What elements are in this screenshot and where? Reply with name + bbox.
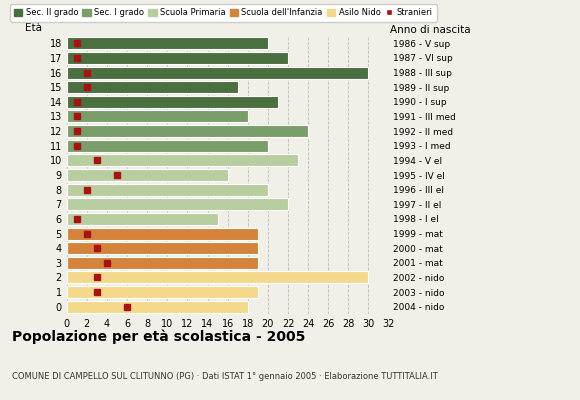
Bar bbox=[67, 286, 258, 298]
Bar bbox=[67, 213, 218, 225]
Text: Età: Età bbox=[25, 23, 42, 33]
Bar bbox=[67, 110, 248, 122]
Bar bbox=[67, 228, 258, 240]
Bar bbox=[67, 125, 308, 137]
Bar bbox=[67, 52, 288, 64]
Bar bbox=[67, 81, 238, 93]
Bar bbox=[67, 272, 368, 284]
Text: Popolazione per età scolastica - 2005: Popolazione per età scolastica - 2005 bbox=[12, 330, 305, 344]
Bar bbox=[67, 66, 368, 78]
Bar bbox=[67, 37, 268, 49]
Bar bbox=[67, 140, 268, 152]
Bar bbox=[67, 301, 248, 313]
Bar bbox=[67, 154, 298, 166]
Bar bbox=[67, 96, 278, 108]
Text: Anno di nascita: Anno di nascita bbox=[390, 25, 470, 35]
Bar bbox=[67, 169, 228, 181]
Text: COMUNE DI CAMPELLO SUL CLITUNNO (PG) · Dati ISTAT 1° gennaio 2005 · Elaborazione: COMUNE DI CAMPELLO SUL CLITUNNO (PG) · D… bbox=[12, 372, 437, 381]
Bar bbox=[67, 242, 258, 254]
Bar bbox=[67, 198, 288, 210]
Bar bbox=[67, 184, 268, 196]
Legend: Sec. II grado, Sec. I grado, Scuola Primaria, Scuola dell'Infanzia, Asilo Nido, : Sec. II grado, Sec. I grado, Scuola Prim… bbox=[10, 4, 437, 22]
Bar bbox=[67, 257, 258, 269]
